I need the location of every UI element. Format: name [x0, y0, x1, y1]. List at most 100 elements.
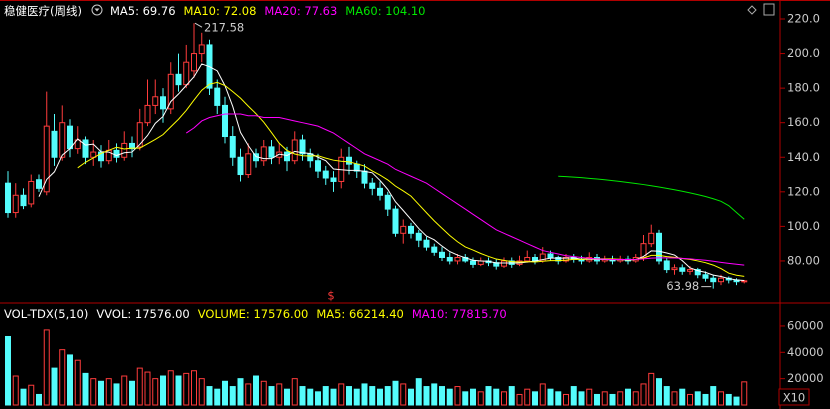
candle-body: [129, 142, 135, 150]
candle-body: [245, 153, 252, 176]
high-label: 217.58: [204, 21, 244, 35]
candle-body: [28, 180, 35, 205]
volume-bar: [501, 391, 507, 406]
dropdown-arrow: [94, 8, 100, 12]
volume-bar: [307, 388, 314, 406]
legend-entry: MA5: 69.76: [109, 4, 176, 18]
volume-bar: [547, 388, 554, 406]
volume-bar: [493, 388, 500, 406]
ma-line: [38, 63, 745, 281]
candle-body: [214, 87, 221, 106]
candle-body: [415, 232, 422, 241]
volume-bar: [570, 386, 577, 406]
candle-body: [152, 96, 159, 106]
volume-bar: [5, 335, 11, 406]
title: 稳健医疗(周线): [4, 4, 82, 18]
candle-body: [183, 61, 190, 86]
volume-bar: [384, 386, 391, 406]
y-tick-label: 40000: [787, 345, 824, 359]
y-tick-label: 160.0: [787, 115, 820, 129]
volume-bar: [369, 386, 376, 406]
volume-bar: [191, 370, 197, 406]
volume-bar: [43, 329, 50, 406]
volume-bar: [338, 383, 345, 406]
volume-bar: [594, 393, 600, 406]
unit-label: X10: [783, 391, 806, 405]
candle-body: [671, 267, 678, 271]
candle-body: [702, 274, 709, 279]
candle-body: [260, 146, 267, 162]
volume-bar: [129, 380, 135, 406]
candle-body: [51, 130, 58, 158]
volume-bar: [718, 391, 724, 406]
volume-bar: [663, 386, 670, 406]
volume-bar: [253, 375, 259, 406]
window-icon[interactable]: [763, 3, 775, 16]
candle-body: [392, 208, 399, 234]
volume-bar: [439, 386, 445, 406]
volume-bar: [632, 391, 639, 406]
volume-bar: [671, 391, 678, 406]
volume-bar: [477, 391, 484, 406]
volume-bar: [121, 375, 128, 406]
dropdown-icon[interactable]: [91, 4, 103, 16]
candle-body: [656, 232, 662, 262]
y-tick-label: 200.0: [787, 46, 820, 60]
volume-bar: [462, 391, 469, 406]
candle-body: [563, 256, 569, 262]
candle-body: [470, 260, 476, 265]
legend-entry: MA5: 66214.40: [316, 307, 404, 321]
candle-body: [431, 246, 438, 253]
price-legend: 稳健医疗(周线) MA5: 69.76 MA10: 72.08 MA20: 77.6…: [4, 3, 426, 19]
candle-body: [268, 146, 275, 158]
volume-bar: [346, 386, 352, 406]
candle-body: [439, 251, 445, 258]
diamond-icon[interactable]: [747, 5, 757, 15]
candle-body: [59, 122, 66, 158]
volume-bar: [183, 372, 190, 406]
volume-bar: [710, 386, 717, 406]
candle-body: [237, 156, 244, 176]
volume-bar: [322, 386, 329, 406]
candle-body: [377, 187, 383, 196]
y-tick-label: 20000: [787, 371, 824, 385]
candle-body: [710, 277, 717, 283]
y-tick-label: 100.0: [787, 219, 820, 233]
volume-bar: [361, 383, 368, 406]
y-tick-label: 60000: [787, 318, 824, 332]
candle-body: [663, 260, 670, 271]
ma-line: [185, 113, 745, 266]
volume-bar: [12, 375, 19, 406]
volume-bar: [229, 386, 236, 406]
volume-bar: [82, 372, 89, 406]
candle-body: [160, 96, 166, 110]
legend-entry: MA20: 77.63: [264, 4, 338, 18]
volume-bar: [276, 383, 283, 406]
volume-bar: [625, 388, 631, 406]
volume-bar: [299, 386, 306, 406]
volume-bar: [400, 383, 407, 406]
legend-entry: MA60: 104.10: [345, 4, 426, 18]
candle-body: [90, 151, 97, 158]
volume-bar: [446, 388, 453, 406]
volume-bar: [198, 378, 205, 406]
volume-bar: [415, 378, 422, 406]
legend-entry: MA10: 77815.70: [411, 307, 507, 321]
candle-body: [423, 239, 430, 248]
volume-bar: [160, 375, 166, 406]
volume-bar: [74, 359, 81, 406]
volume-bar: [36, 393, 42, 406]
unit-box: [778, 388, 810, 406]
candle-body: [679, 267, 686, 272]
legend-entry: MA10: 72.08: [183, 4, 257, 18]
volume-bar: [617, 391, 624, 406]
candle-body: [20, 194, 27, 207]
candle-body: [284, 151, 290, 162]
y-tick-label: 80.00: [787, 253, 820, 267]
volume-bar: [330, 388, 337, 406]
y-tick-label: 120.0: [787, 184, 820, 198]
candle-body: [501, 260, 507, 267]
legend-entry: VOL-TDX(5,10): [4, 307, 89, 321]
